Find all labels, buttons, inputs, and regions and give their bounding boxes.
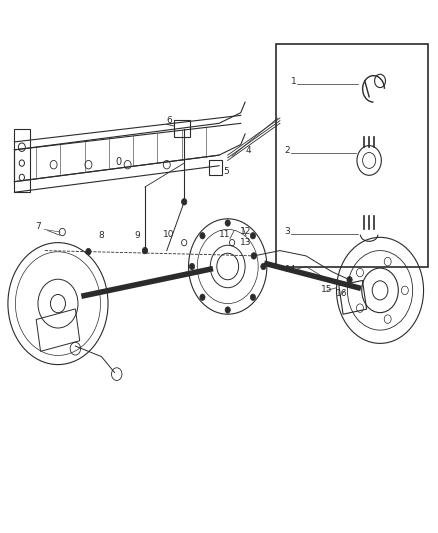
Circle shape <box>225 220 230 226</box>
Text: 16: 16 <box>336 289 347 297</box>
Text: 2: 2 <box>285 146 290 155</box>
Text: 8: 8 <box>99 231 104 240</box>
Text: 7: 7 <box>35 222 41 231</box>
Circle shape <box>347 277 352 283</box>
Bar <box>276 44 428 266</box>
Text: 12: 12 <box>240 227 252 236</box>
Circle shape <box>142 247 148 254</box>
Bar <box>339 280 367 314</box>
Circle shape <box>225 307 230 313</box>
Text: 3: 3 <box>285 227 290 236</box>
Circle shape <box>251 294 255 301</box>
Circle shape <box>182 199 187 205</box>
Text: 13: 13 <box>240 238 252 247</box>
Text: 10: 10 <box>163 230 175 239</box>
Circle shape <box>200 294 205 301</box>
Circle shape <box>251 232 255 239</box>
Circle shape <box>261 263 266 270</box>
Circle shape <box>251 253 256 259</box>
Circle shape <box>86 248 91 255</box>
Text: 11: 11 <box>219 230 230 239</box>
Text: 5: 5 <box>223 167 229 176</box>
Text: 6: 6 <box>167 116 173 125</box>
Text: 9: 9 <box>135 231 141 240</box>
Bar <box>208 160 223 175</box>
Text: 4: 4 <box>245 146 251 155</box>
Text: 14: 14 <box>285 265 297 274</box>
Text: 1: 1 <box>291 77 297 86</box>
Circle shape <box>189 263 194 270</box>
Text: 0: 0 <box>116 157 122 166</box>
Text: 15: 15 <box>321 285 333 294</box>
Bar <box>174 120 190 137</box>
Circle shape <box>200 232 205 239</box>
